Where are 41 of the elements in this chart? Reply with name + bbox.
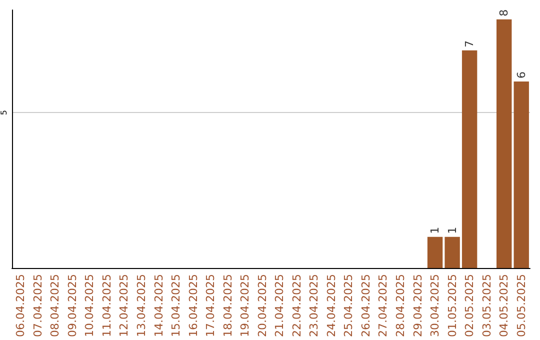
data-label: 8 (498, 9, 511, 16)
data-label: 1 (428, 226, 442, 234)
x-tick-label: 27.04.2025 (376, 274, 390, 338)
x-tick-label: 19.04.2025 (238, 274, 252, 338)
x-tick-label: 28.04.2025 (394, 274, 407, 338)
x-tick-label: 23.04.2025 (308, 274, 321, 338)
x-tick-label: 25.04.2025 (342, 274, 356, 338)
x-tick-label: 11.04.2025 (100, 274, 114, 338)
y-tick-label: 5 (0, 110, 8, 116)
bar (496, 19, 512, 268)
x-tick-label: 16.04.2025 (186, 274, 200, 338)
x-tick-label: 20.04.2025 (256, 274, 269, 338)
bar (427, 236, 443, 268)
x-tick-label: 21.04.2025 (273, 274, 286, 338)
data-label: 1 (446, 226, 459, 234)
bar (444, 236, 460, 268)
x-tick-label: 08.04.2025 (48, 274, 62, 338)
x-tick-label: 18.04.2025 (221, 274, 234, 338)
x-tick-label: 07.04.2025 (31, 274, 44, 338)
data-label: 6 (514, 72, 528, 78)
x-tick-label: 05.05.2025 (514, 274, 528, 338)
x-tick-label: 06.04.2025 (14, 274, 28, 338)
data-label: 7 (463, 40, 476, 48)
x-tick-label: 09.04.2025 (66, 274, 79, 338)
x-tick-label: 29.04.2025 (411, 274, 424, 338)
x-tick-label: 14.04.2025 (152, 274, 166, 338)
x-tick-label: 02.05.2025 (463, 274, 476, 338)
x-tick-label: 15.04.2025 (170, 274, 183, 338)
x-tick-label: 03.05.2025 (480, 274, 494, 338)
bar (462, 50, 478, 268)
x-tick-label: 01.05.2025 (446, 274, 459, 338)
x-tick-label: 10.04.2025 (83, 274, 96, 338)
x-tick-label: 17.04.2025 (204, 274, 218, 338)
bar (514, 82, 529, 268)
x-tick-label: 13.04.2025 (135, 274, 148, 338)
x-tick-label: 26.04.2025 (359, 274, 372, 338)
x-tick-label: 22.04.2025 (290, 274, 304, 338)
x-tick-label: 30.04.2025 (428, 274, 442, 338)
x-tick-label: 04.05.2025 (498, 274, 511, 338)
x-tick-label: 24.04.2025 (324, 274, 338, 338)
x-tick-label: 12.04.2025 (118, 274, 131, 338)
